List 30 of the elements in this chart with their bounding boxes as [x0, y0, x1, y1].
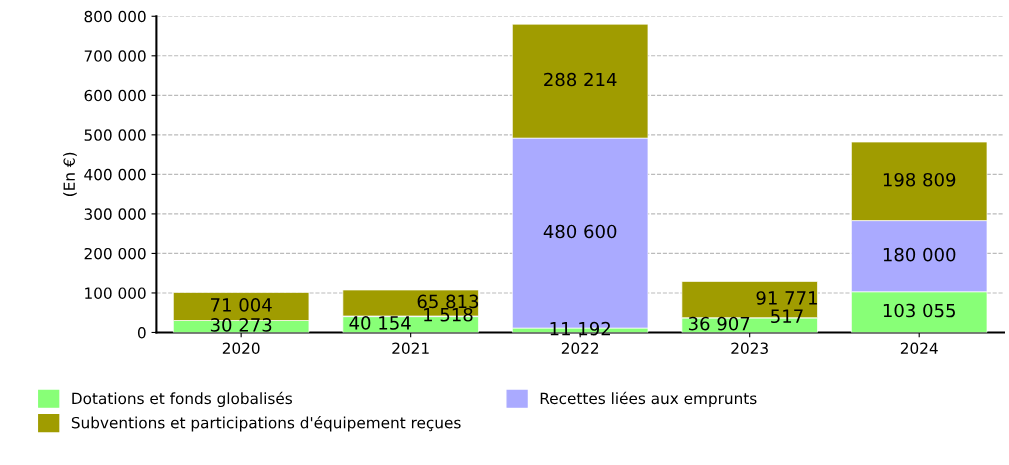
y-tick-label: 500 000 — [84, 129, 146, 141]
data-label: 480 600 — [543, 224, 617, 239]
data-label: 11 192 — [550, 321, 610, 336]
data-label: 180 000 — [883, 247, 956, 262]
data-label: 91 771 — [756, 291, 817, 305]
data-label: 65 813 — [417, 294, 479, 309]
data-label: 40 154 — [349, 316, 411, 330]
data-label: 36 907 — [688, 316, 750, 331]
y-tick-label: 100 000 — [85, 287, 146, 299]
y-tick-label: 400 000 — [84, 168, 146, 181]
x-tick-label: 2022 — [561, 342, 599, 355]
y-tick-label: 800 000 — [84, 10, 146, 23]
y-tick-label: 0 — [137, 326, 146, 339]
x-tick-label: 2020 — [222, 342, 260, 355]
y-axis-title: (En €) — [63, 152, 77, 196]
legend-label: Subventions et participations d'équipement reçues — [71, 416, 461, 432]
x-tick-label: 2024 — [900, 342, 938, 355]
data-label: 103 055 — [883, 303, 955, 318]
legend-label: Dotations et fonds globalisés — [72, 391, 292, 408]
y-tick-label: 300 000 — [84, 208, 146, 220]
x-tick-label: 2023 — [731, 342, 768, 355]
data-label: 288 214 — [544, 72, 617, 87]
y-tick-label: 200 000 — [84, 247, 146, 260]
data-label: 198 809 — [883, 172, 956, 187]
legend-label: Recettes liées aux emprunts — [540, 391, 757, 408]
data-label: 71 004 — [211, 298, 272, 312]
data-label: 30 273 — [210, 318, 272, 332]
y-tick-label: 700 000 — [84, 50, 146, 62]
x-tick-label: 2021 — [392, 342, 429, 355]
y-tick-label: 600 000 — [84, 89, 146, 102]
